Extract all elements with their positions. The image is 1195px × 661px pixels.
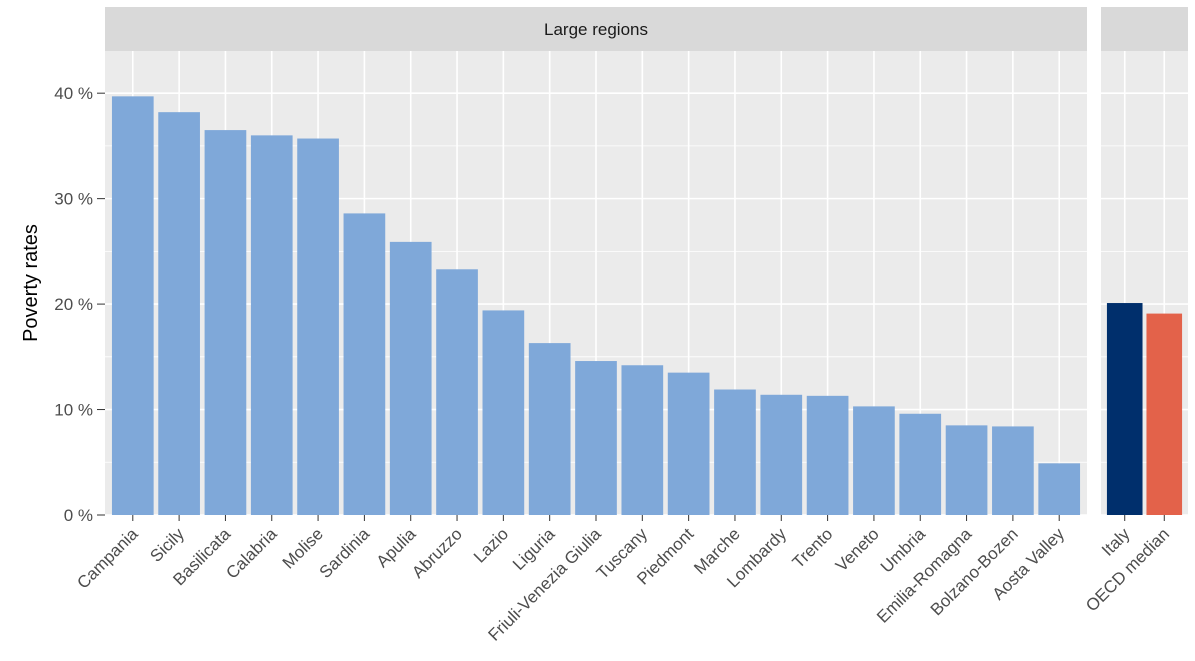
bar-italy: [1106, 303, 1143, 515]
panel-strip: [105, 7, 1087, 51]
bar-lazio: [482, 310, 525, 515]
bar-sicily: [158, 112, 200, 515]
chart-panels: 0 % 10 % 20 % 30 % 40 % Large regions Campania…: [54, 7, 1188, 645]
bar-marche: [714, 389, 756, 515]
x-tick-label: Sicily: [146, 524, 188, 566]
y-tick-label: 30 %: [54, 190, 93, 209]
bar-umbria: [899, 413, 942, 515]
bar-veneto: [853, 406, 895, 515]
bar-liguria: [528, 343, 571, 515]
bar-campania: [111, 96, 154, 515]
bar-apulia: [389, 241, 432, 515]
bar-tuscany: [621, 365, 664, 515]
y-tick-label: 20 %: [54, 295, 93, 314]
y-tick-label: 0 %: [64, 506, 93, 525]
x-tick-label: Lazio: [470, 524, 512, 566]
bar-oecd-median: [1146, 313, 1183, 515]
x-tick-label: Veneto: [832, 524, 883, 575]
bar-aosta-valley: [1038, 463, 1081, 515]
x-tick-label: Calabria: [222, 524, 281, 583]
y-axis-title: Poverty rates: [20, 224, 42, 342]
bar-trento: [806, 395, 849, 515]
bar-basilicata: [204, 130, 247, 515]
bar-bolzano-bozen: [992, 426, 1034, 515]
bar-sardinia: [343, 213, 386, 515]
bar-abruzzo: [436, 269, 478, 515]
y-tick-label: 40 %: [54, 84, 93, 103]
x-tick-label: Trento: [789, 524, 837, 572]
panel-strip: [1101, 7, 1188, 51]
bar-emilia-romagna: [945, 425, 988, 515]
bar-lombardy: [760, 394, 803, 515]
x-tick-label: Campania: [73, 524, 142, 593]
bar-friuli-venezia-giulia: [575, 361, 617, 515]
x-tick-label: Abruzzo: [408, 524, 466, 582]
x-tick-label: Sardinia: [316, 524, 374, 582]
bar-calabria: [250, 135, 293, 515]
bar-molise: [297, 138, 339, 515]
y-tick-label: 10 %: [54, 401, 93, 420]
panel-strip-label: Large regions: [544, 20, 648, 39]
bar-piedmont: [667, 372, 710, 515]
